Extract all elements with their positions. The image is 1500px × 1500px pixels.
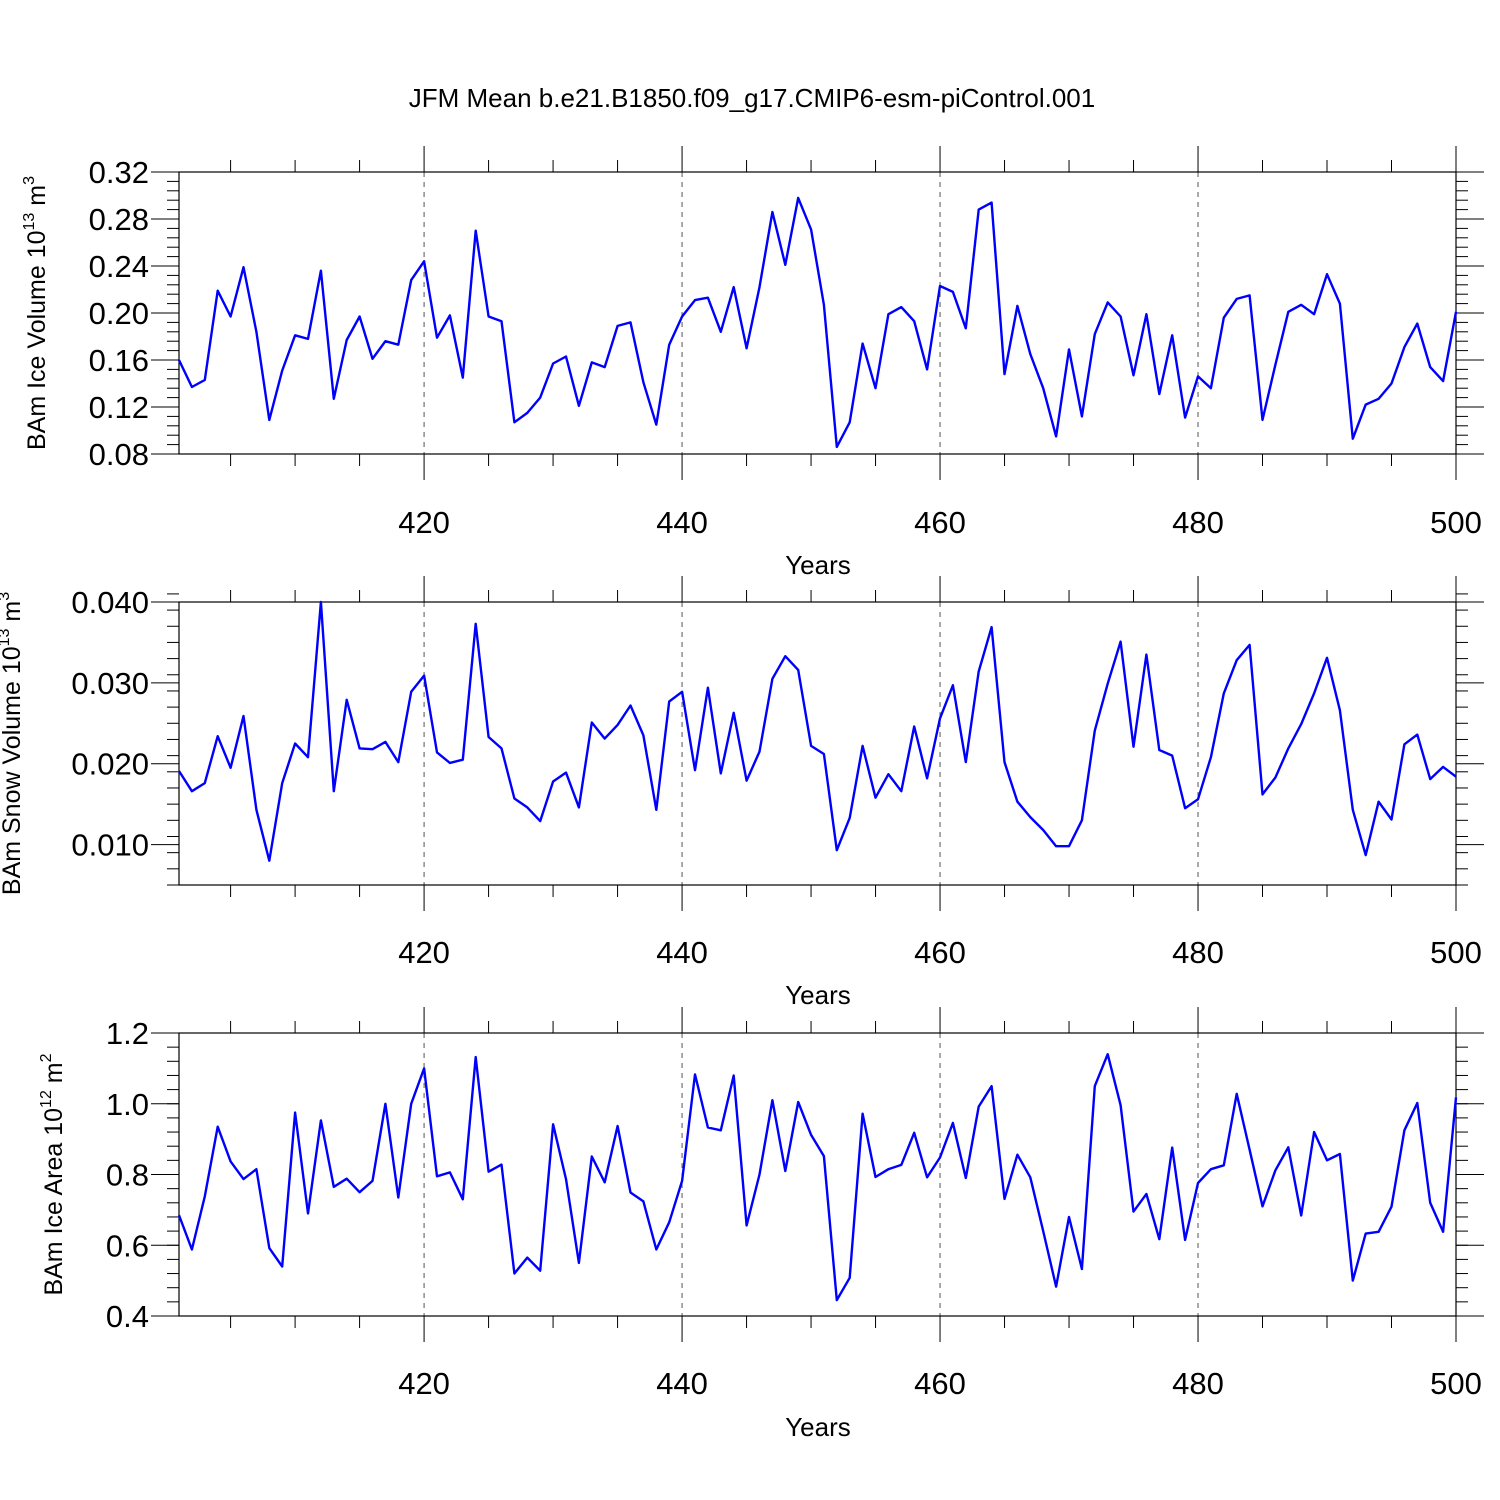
chart-panels: 0.08 0.12 0.16 0.20 0.24 0.28 0.32 420 440 460 480… [0,146,1484,1442]
chart-panel-3: 0.4 0.6 0.8 1.0 1.2 420 440 460 480 500 Years BAm I… [38,1007,1484,1442]
xtick-label: 460 [914,1366,966,1401]
x-axis-label: Years [785,1412,851,1442]
series-line [177,196,1458,449]
xtick-label: 420 [398,1366,450,1401]
y-axis-label: BAm Snow Volume 1013 m3 [0,592,26,895]
y-axis-label-superscript: 3 [0,592,13,601]
xtick-label: 460 [914,505,966,540]
y-axis-label-text: BAm Snow Volume 10 [0,646,26,895]
ytick-label: 0.040 [71,585,149,620]
y-axis-label-superscript: 2 [38,1053,55,1062]
xtick-label: 420 [398,505,450,540]
ytick-label: 0.6 [106,1228,149,1263]
ytick-label: 0.16 [89,343,149,378]
ytick-label: 0.8 [106,1158,149,1193]
xtick-label: 420 [398,935,450,970]
xtick-label: 480 [1172,935,1224,970]
ytick-label: 0.12 [89,390,149,425]
ytick-label: 0.010 [71,828,149,863]
plot-frame [178,1032,1457,1317]
ytick-label: 0.24 [89,249,149,284]
y-axis-label-text: BAm Ice Area 10 [40,1108,68,1296]
xtick-label: 500 [1430,1366,1482,1401]
y-axis-label-superscript: 3 [21,176,38,185]
ytick-label: 1.0 [106,1087,149,1122]
y-axis-label-text: BAm Ice Volume 10 [23,230,51,450]
x-axis-label: Years [785,550,851,580]
xtick-label: 440 [656,505,708,540]
xtick-label: 500 [1430,505,1482,540]
xtick-label: 480 [1172,1366,1224,1401]
plot-frame [178,601,1457,886]
ytick-label: 0.020 [71,747,149,782]
y-axis-label-text: m [0,601,26,629]
xtick-label: 460 [914,935,966,970]
x-axis-label: Years [785,980,851,1010]
ytick-label: 0.32 [89,155,149,190]
y-axis-label-superscript: 12 [38,1090,55,1108]
series-line [177,1052,1458,1302]
ytick-label: 1.2 [106,1016,149,1051]
ytick-label: 0.4 [106,1299,149,1334]
y-axis-label-text: m [40,1062,68,1090]
xtick-label: 440 [656,1366,708,1401]
xtick-label: 500 [1430,935,1482,970]
ytick-label: 0.28 [89,202,149,237]
series-line [177,600,1457,862]
ytick-label: 0.20 [89,296,149,331]
y-axis-label-text: m [23,185,51,213]
y-axis-label-superscript: 13 [0,628,13,646]
ytick-label: 0.030 [71,666,149,701]
ytick-label: 0.08 [89,437,149,472]
y-axis-label: BAm Ice Volume 1013 m3 [21,176,51,450]
xtick-label: 440 [656,935,708,970]
chart-title: JFM Mean b.e21.B1850.f09_g17.CMIP6-esm-p… [409,83,1095,113]
chart-panel-2: 0.010 0.020 0.030 0.040 420 440 460 480 500 Years… [0,576,1484,1010]
y-axis-label: BAm Ice Area 1012 m2 [38,1053,68,1295]
y-axis-label-superscript: 13 [21,213,38,231]
chart-panel-1: 0.08 0.12 0.16 0.20 0.24 0.28 0.32 420 440 460 480… [21,146,1484,580]
xtick-label: 480 [1172,505,1224,540]
